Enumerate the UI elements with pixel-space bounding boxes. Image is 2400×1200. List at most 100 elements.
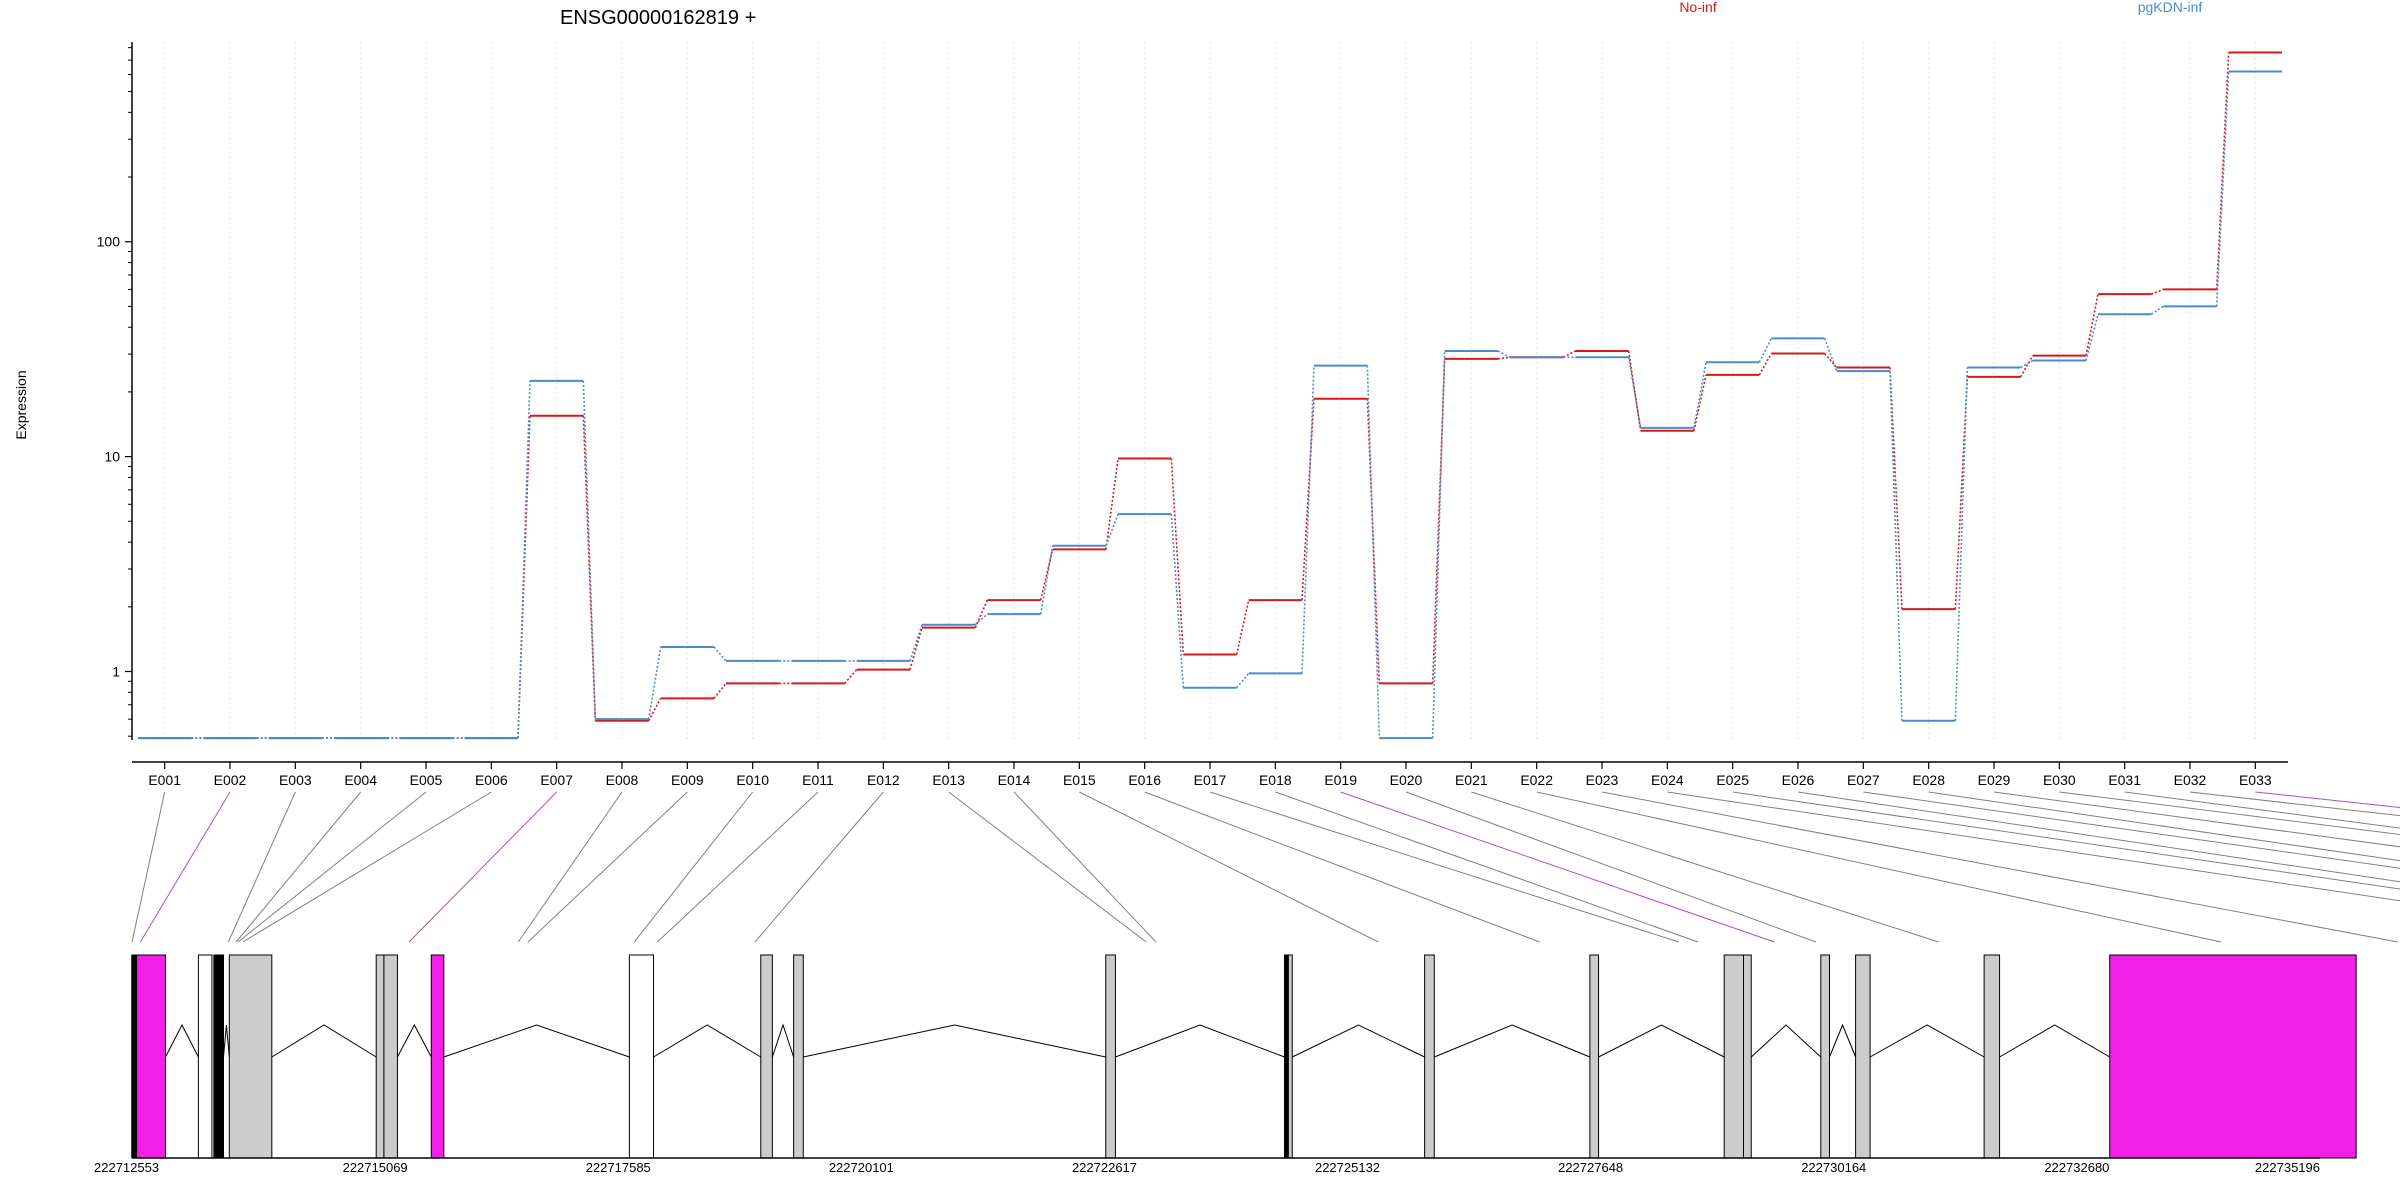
- exon-mapping-line: [517, 791, 623, 943]
- exon-mapping-line: [408, 791, 558, 943]
- exon-mapping-line: [2059, 791, 2400, 835]
- series-connector: [1954, 367, 1969, 721]
- series-connector: [909, 624, 923, 662]
- series-connector: [1824, 352, 1838, 368]
- series-connector: [1693, 362, 1707, 429]
- x-tick-label: E020: [1390, 772, 1423, 788]
- x-tick-label: E023: [1586, 772, 1619, 788]
- x-tick-label: E012: [867, 772, 900, 788]
- intron-line: [1829, 1023, 1857, 1058]
- series-connector: [1497, 356, 1511, 360]
- legend-entry-no-inf: No-inf: [1679, 0, 1716, 15]
- series-connector: [1105, 458, 1119, 550]
- exon-block: [213, 954, 225, 1159]
- expression-series: [138, 51, 2282, 740]
- intron-line: [1750, 1024, 1822, 1058]
- exon-block: [1589, 954, 1600, 1159]
- series-connector: [2019, 355, 2034, 378]
- series-connector: [1693, 374, 1707, 431]
- series-connector: [1301, 365, 1315, 674]
- x-tick-label: E007: [540, 772, 573, 788]
- y-tick-label: 100: [97, 234, 121, 250]
- exon-block: [793, 954, 804, 1159]
- y-tick-label: 1: [112, 664, 120, 680]
- x-tick-label: E002: [214, 772, 247, 788]
- x-tick-label: E019: [1324, 772, 1357, 788]
- chart-title: ENSG00000162819 +: [560, 7, 756, 29]
- exon-mapping-line: [633, 791, 754, 943]
- intron-line: [1999, 1024, 2110, 1058]
- exon-block: [136, 954, 167, 1159]
- exon-block: [1723, 954, 1745, 1159]
- x-tick-label: E021: [1455, 772, 1488, 788]
- exon-block: [1105, 954, 1116, 1159]
- exon-mapping-line: [131, 791, 166, 943]
- y-tick-label: 10: [104, 449, 120, 465]
- intron-line: [653, 1024, 762, 1058]
- intron-line: [1115, 1024, 1285, 1058]
- exon-block: [1820, 954, 1831, 1159]
- exon-mapping-line: [754, 791, 884, 943]
- exon-mapping-line: [1536, 791, 2221, 943]
- exon-mapping-line: [1144, 791, 1540, 943]
- x-tick-label: E025: [1716, 772, 1749, 788]
- intron-line: [271, 1024, 377, 1058]
- series-connector: [1823, 338, 1838, 372]
- intron-line: [223, 1024, 230, 1058]
- x-tick-label: E033: [2239, 772, 2272, 788]
- x-tick-label: E006: [475, 772, 508, 788]
- exon-mapping-line: [1797, 791, 2400, 883]
- series-connector: [713, 646, 727, 662]
- exon-mapping-line: [1340, 791, 1775, 943]
- exon-mapping-line: [237, 791, 427, 943]
- series-connector: [844, 669, 858, 684]
- series-connector: [582, 380, 597, 720]
- x-tick-label: E017: [1194, 772, 1227, 788]
- exon-block: [1743, 954, 1752, 1159]
- exon-block: [1284, 954, 1289, 1159]
- exon-mapping-line: [948, 791, 1147, 943]
- exon-mapping-line: [1079, 791, 1379, 943]
- series-connector: [1235, 599, 1250, 655]
- x-tick-label: E029: [1978, 772, 2011, 788]
- exon-block: [430, 954, 445, 1159]
- gene-model-track: 222712553 222715069 222717585 222720101 2227…: [94, 954, 2357, 1175]
- intron-line: [1292, 1024, 1425, 1058]
- x-tick-label: E022: [1520, 772, 1553, 788]
- x-tick-label: E016: [1128, 772, 1161, 788]
- series-connector: [713, 682, 727, 699]
- series-connector: [647, 697, 662, 722]
- x-tick-label: E026: [1782, 772, 1815, 788]
- exon-block: [760, 954, 773, 1159]
- intron-line: [443, 1024, 630, 1058]
- exon-mapping-line: [1928, 791, 2400, 862]
- y-axis-label: Expression: [13, 370, 29, 439]
- series-connector: [1889, 371, 1903, 721]
- genomic-tick-label: 222725132: [1315, 1160, 1380, 1175]
- exon-block: [375, 954, 385, 1159]
- x-tick-label: E011: [802, 772, 834, 788]
- series-connector: [1627, 350, 1642, 431]
- exon-block: [1983, 954, 2001, 1159]
- x-tick-label: E005: [410, 772, 443, 788]
- series-connector: [582, 415, 597, 721]
- series-connector: [1039, 545, 1054, 615]
- x-tick-label: E032: [2174, 772, 2207, 788]
- series-No-inf: [138, 51, 2282, 740]
- series-pgKDN-inf: [138, 70, 2282, 740]
- series-connector: [1562, 350, 1576, 358]
- exon-mapping-line: [1013, 791, 1157, 943]
- x-tick-label: E015: [1063, 772, 1096, 788]
- exon-mapping-lines: [131, 791, 2400, 943]
- series-connector: [2085, 294, 2099, 356]
- series-connector: [1105, 513, 1119, 546]
- series-connector: [909, 627, 923, 670]
- series-connector: [1236, 672, 1250, 689]
- series-connector: [1431, 350, 1446, 739]
- series-connector: [2151, 288, 2164, 295]
- exon-block: [1855, 954, 1871, 1159]
- series-connector: [2215, 52, 2230, 290]
- exon-block: [2109, 954, 2357, 1159]
- intron-line: [771, 1023, 795, 1058]
